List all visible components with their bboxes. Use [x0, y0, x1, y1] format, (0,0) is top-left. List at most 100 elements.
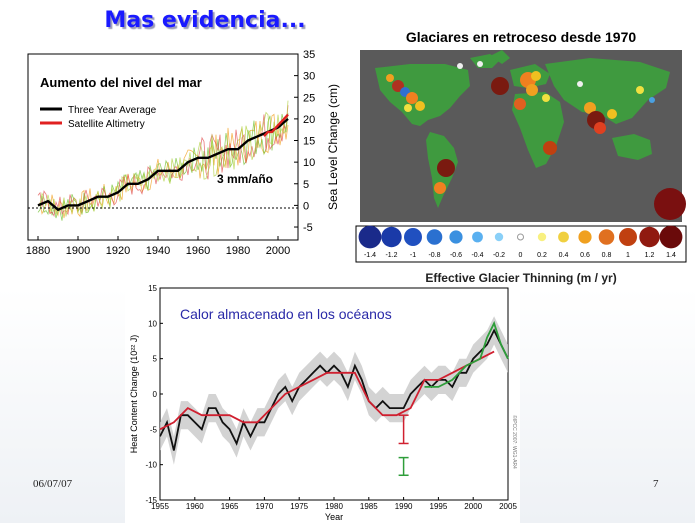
scale-label: -0.6 [450, 252, 462, 259]
heat-x-tick-label: 1995 [430, 502, 448, 511]
slide-date: 06/07/07 [33, 478, 73, 490]
heat-chart: 1955 1960 1965 1970 1975 1980 1985 1990 1995 2000… [129, 284, 518, 522]
legend-label-satellite: Satellite Altimetry [68, 119, 145, 130]
glacier-site-marker [437, 159, 455, 177]
heat-x-tick-label: 1985 [360, 502, 378, 511]
slide-title: Mas evidencia... [104, 8, 306, 33]
scale-label: 1.4 [666, 252, 676, 259]
glacier-title: Glaciares en retroceso desde 1970 [406, 29, 637, 45]
scale-label: -1 [410, 252, 416, 259]
scale-swatch [358, 225, 382, 249]
scale-label: 0.8 [602, 252, 612, 259]
glacier-site-marker [607, 109, 617, 119]
rate-annotation: 3 mm/año [217, 172, 273, 186]
scale-swatch [619, 228, 637, 246]
heat-y-tick-label: 5 [153, 355, 158, 364]
sea-x-tick-label: 2000 [266, 245, 290, 257]
glacier-panel: Glaciares en retroceso desde 1970 -1.4 -1… [350, 28, 690, 288]
glacier-chart: Glaciares en retroceso desde 1970 -1.4 -1… [355, 29, 687, 285]
sea-x-tick-label: 1920 [106, 245, 130, 257]
scale-label: 0.2 [537, 252, 547, 259]
sea-level-chart: 1880 1900 1920 1940 1960 1980 2000 35 30 25 20 15 10… [26, 49, 340, 257]
glacier-site-marker [457, 63, 463, 69]
heat-title: Calor almacenado en los océanos [180, 306, 392, 322]
heat-y-tick-label: -15 [145, 496, 157, 505]
sea-y-tick-label: 0 [303, 200, 309, 212]
sea-level-y-axis-label: Sea Level Change (cm) [326, 84, 340, 210]
scale-swatch [517, 233, 524, 241]
sea-x-tick-label: 1980 [226, 245, 250, 257]
heat-x-tick-label: 2000 [464, 502, 482, 511]
heat-y-tick-label: 10 [148, 319, 157, 328]
glacier-site-marker [654, 188, 686, 220]
scale-label: 1 [626, 252, 630, 259]
scale-swatch [537, 232, 547, 242]
glacier-site-marker [543, 141, 557, 155]
glacier-site-marker [531, 71, 541, 81]
glacier-site-marker [404, 104, 412, 112]
tide-gauge-record [37, 100, 289, 217]
sea-level-title: Aumento del nivel del mar [40, 75, 202, 90]
sea-y-tick-label: 5 [303, 179, 309, 191]
sea-y-tick-label: -5 [303, 222, 313, 234]
heat-panel: 1955 1960 1965 1970 1975 1980 1985 1990 1995 2000… [125, 282, 520, 523]
sea-x-tick-label: 1900 [66, 245, 90, 257]
glacier-site-marker [415, 101, 425, 111]
heat-credit: ©IPCC 2007: WG1-AR4 [511, 415, 518, 469]
heat-x-tick-label: 1965 [221, 502, 239, 511]
scale-swatch [639, 226, 660, 248]
glacier-site-marker [477, 61, 483, 67]
sea-y-tick-label: 35 [303, 49, 315, 61]
scale-label: -1.2 [385, 252, 397, 259]
glacier-scale-title: Effective Glacier Thinning (m / yr) [425, 271, 616, 285]
heat-y-tick-label: -5 [150, 425, 158, 434]
heat-x-tick-label: 1960 [186, 502, 204, 511]
sea-x-tick-label: 1880 [26, 245, 50, 257]
scale-label: -0.8 [428, 252, 440, 259]
heat-x-tick-label: 2005 [499, 502, 517, 511]
glacier-site-marker [406, 92, 418, 104]
sea-level-panel: 1880 1900 1920 1940 1960 1980 2000 35 30 25 20 15 10… [10, 48, 345, 270]
glacier-site-marker [526, 84, 538, 96]
scale-swatch [598, 229, 615, 245]
glacier-site-marker [491, 77, 509, 95]
heat-series-black [159, 328, 509, 451]
heat-y-tick-label: 15 [148, 284, 157, 293]
sea-y-tick-label: 10 [303, 157, 315, 169]
heat-y-tick-label: -10 [145, 461, 157, 470]
sea-y-tick-label: 15 [303, 136, 315, 148]
scale-label: 0 [519, 252, 523, 259]
scale-label: 0.4 [559, 252, 569, 259]
heat-series-green [424, 320, 509, 388]
glacier-site-marker [434, 182, 446, 194]
sea-y-tick-label: 25 [303, 92, 315, 104]
scale-swatch [381, 226, 402, 248]
glacier-site-marker [386, 74, 394, 82]
scale-swatch [426, 229, 443, 245]
scale-label: -0.2 [493, 252, 505, 259]
glacier-site-marker [636, 86, 644, 94]
series-satellite-altimetry [263, 113, 289, 138]
scale-label: 0.6 [580, 252, 590, 259]
sea-x-tick-label: 1960 [186, 245, 210, 257]
scale-label: -0.4 [471, 252, 483, 259]
legend-label-average: Three Year Average [68, 105, 157, 116]
heat-x-axis-label: Year [325, 512, 343, 522]
glacier-site-marker [542, 94, 550, 102]
glacier-site-marker [577, 81, 583, 87]
glacier-site-marker [594, 122, 606, 134]
scale-swatch [578, 230, 592, 244]
heat-y-tick-label: 0 [153, 390, 158, 399]
heat-x-tick-label: 1980 [325, 502, 343, 511]
scale-swatch [449, 230, 463, 244]
slide-number: 7 [653, 478, 659, 490]
scale-swatch [659, 225, 683, 249]
sea-y-tick-label: 20 [303, 114, 315, 126]
scale-label: -1.4 [364, 252, 376, 259]
glacier-site-marker [584, 102, 596, 114]
heat-x-tick-label: 1955 [151, 502, 169, 511]
sea-x-tick-label: 1940 [146, 245, 170, 257]
heat-x-tick-label: 1990 [395, 502, 413, 511]
heat-x-tick-label: 1975 [290, 502, 308, 511]
scale-swatch [472, 231, 483, 243]
